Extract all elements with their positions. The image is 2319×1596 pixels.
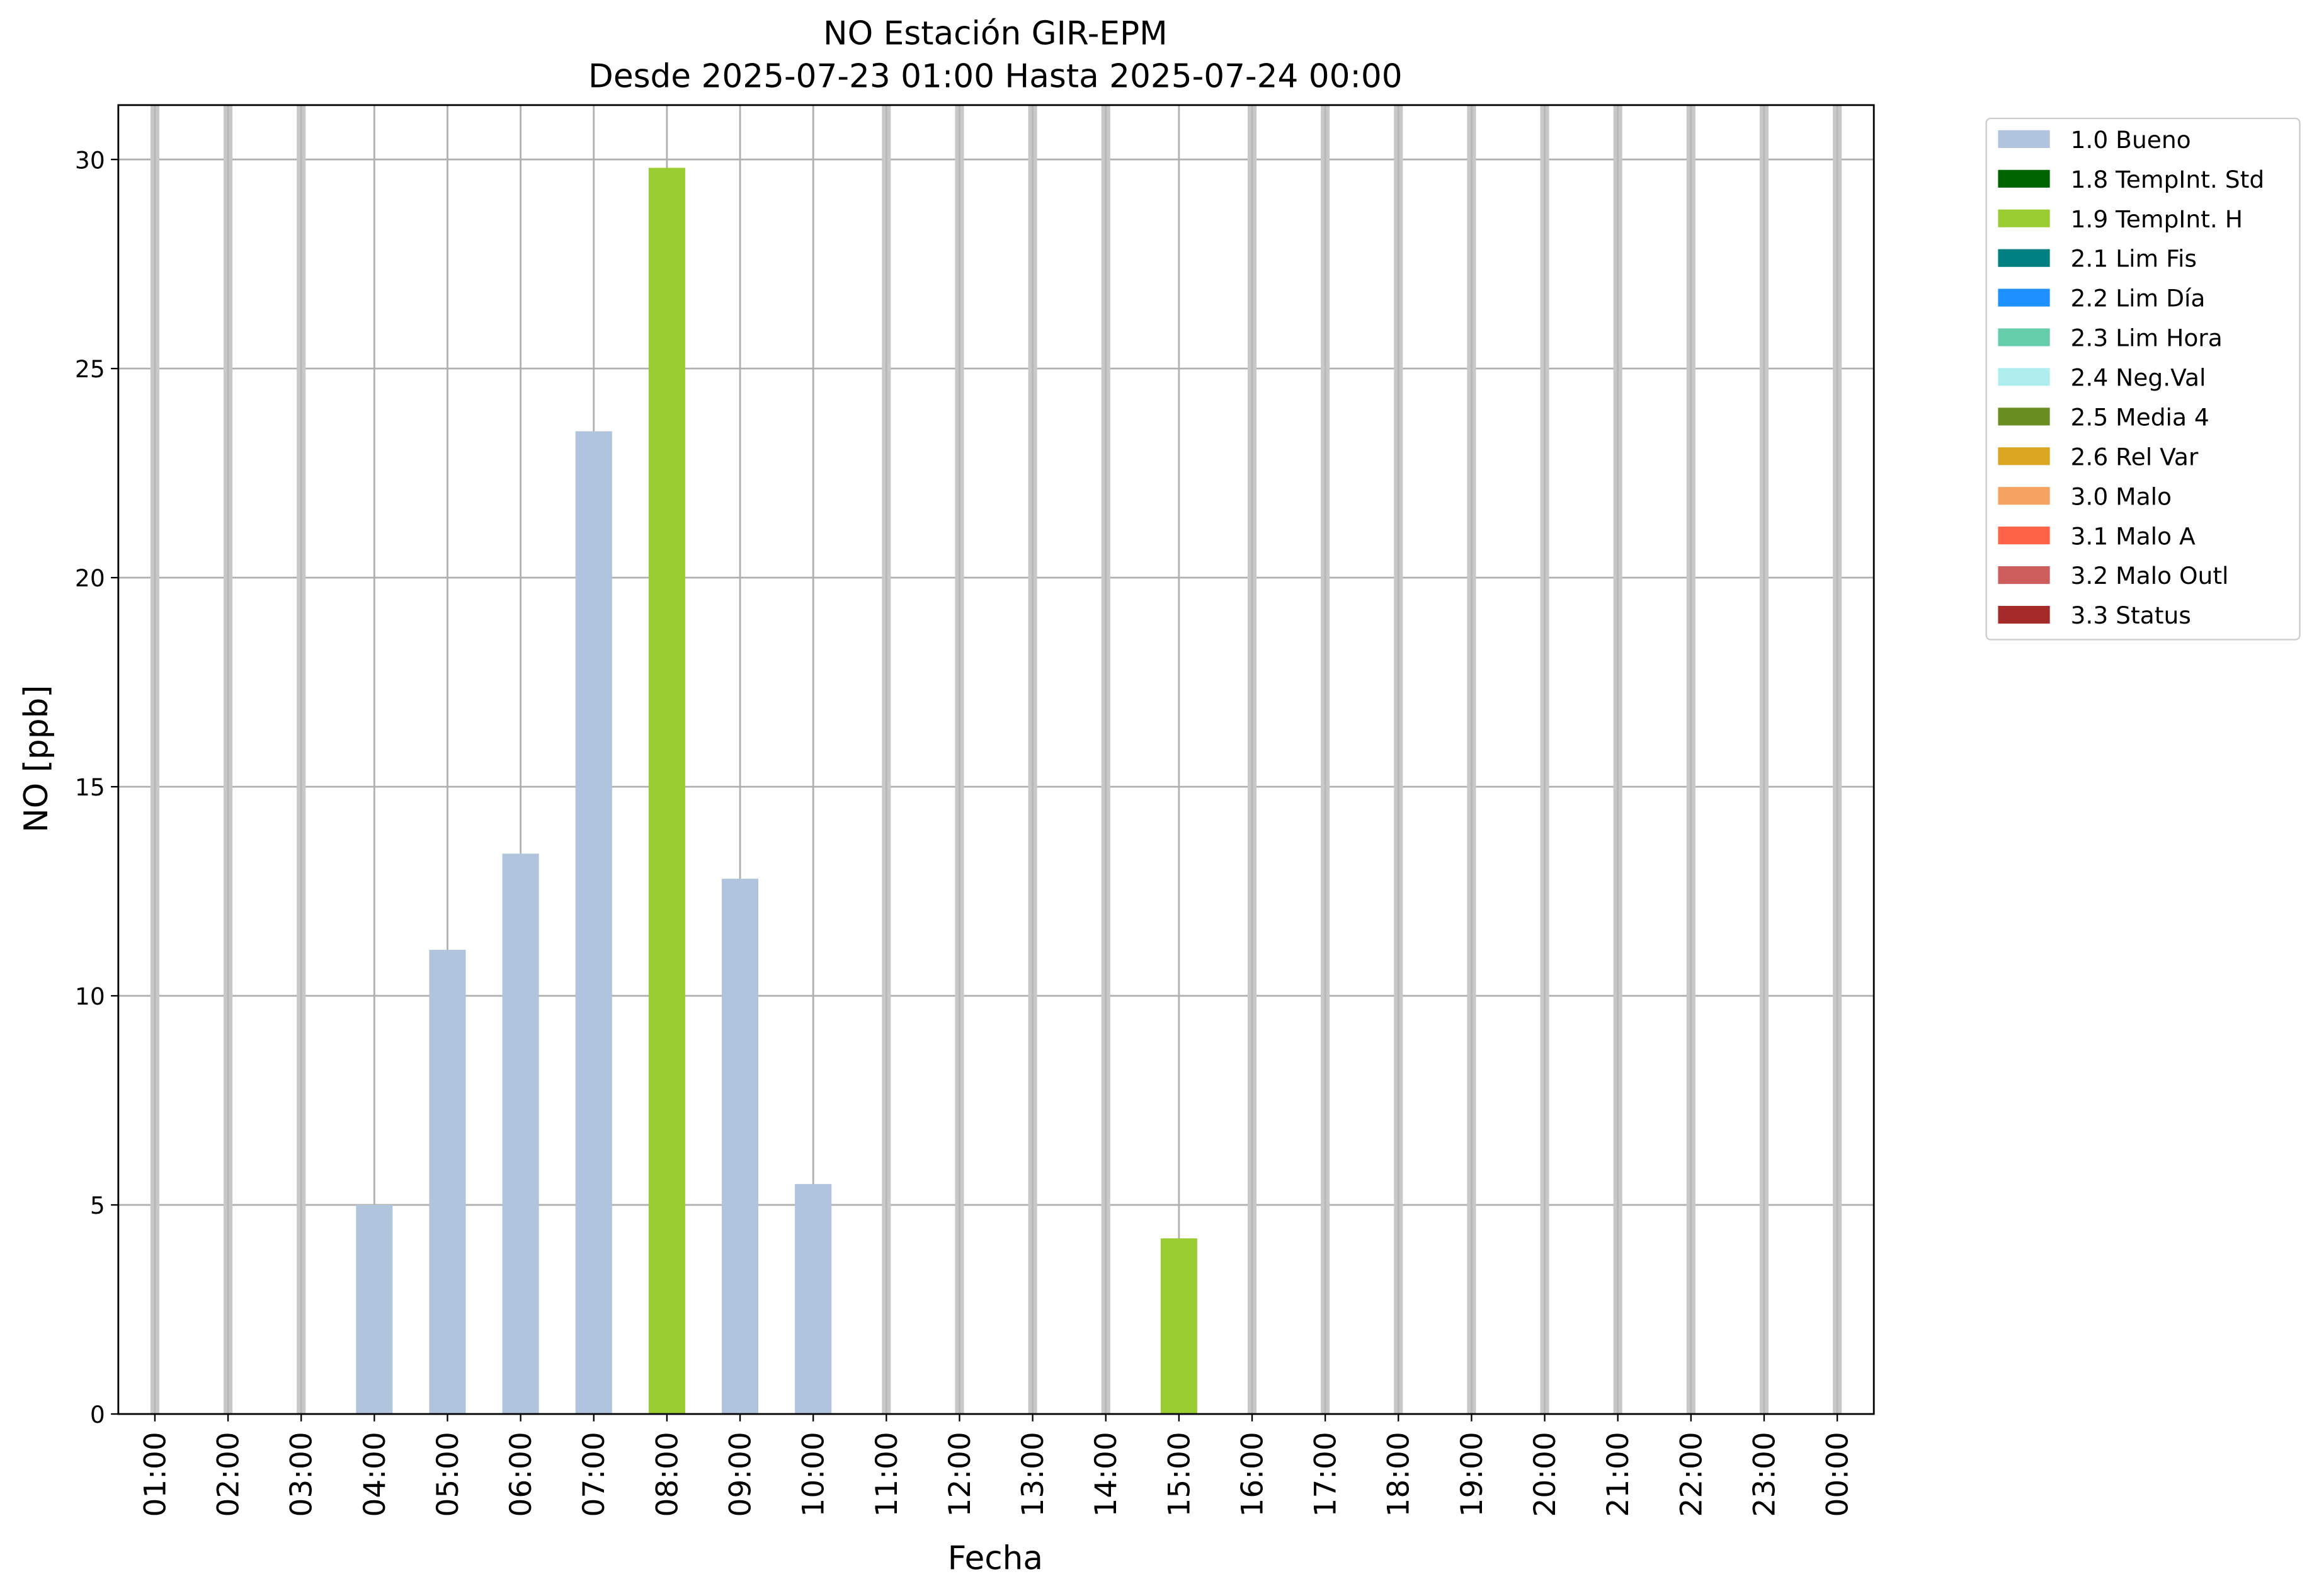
- legend-label: 3.0 Malo: [2071, 482, 2172, 510]
- x-tick-label: 03:00: [285, 1432, 319, 1517]
- legend-swatch: [1998, 249, 2050, 267]
- y-tick-label: 0: [90, 1401, 105, 1428]
- legend-swatch: [1998, 209, 2050, 227]
- bar: [1160, 1238, 1197, 1415]
- y-tick-label: 25: [75, 355, 105, 383]
- x-tick-label: 01:00: [138, 1432, 173, 1517]
- x-tick-label: 21:00: [1601, 1432, 1636, 1517]
- legend-swatch: [1998, 566, 2050, 584]
- bar: [502, 853, 539, 1415]
- legend-label: 2.4 Neg.Val: [2071, 364, 2206, 392]
- x-tick-label: 10:00: [797, 1432, 831, 1517]
- legend-swatch: [1998, 288, 2050, 307]
- y-tick-label: 10: [75, 983, 105, 1010]
- legend-label: 3.3 Status: [2071, 601, 2191, 629]
- x-tick-label: 22:00: [1674, 1432, 1709, 1517]
- x-tick-label: 07:00: [577, 1432, 612, 1517]
- y-tick-label: 5: [90, 1192, 105, 1219]
- bar: [429, 950, 466, 1415]
- x-tick-label: 19:00: [1455, 1432, 1490, 1517]
- legend-swatch: [1998, 408, 2050, 426]
- legend-label: 1.0 Bueno: [2071, 126, 2191, 154]
- x-tick-label: 05:00: [431, 1432, 465, 1517]
- bar: [795, 1183, 832, 1415]
- legend-label: 2.6 Rel Var: [2071, 443, 2199, 470]
- legend-label: 2.2 Lim Día: [2071, 285, 2206, 312]
- plot-frame: [117, 104, 1875, 1415]
- legend-swatch: [1998, 487, 2050, 505]
- y-tick-label: 30: [75, 146, 105, 174]
- x-tick-label: 18:00: [1382, 1432, 1416, 1517]
- legend-label: 2.1 Lim Fis: [2071, 245, 2197, 273]
- x-tick-label: 04:00: [358, 1432, 392, 1517]
- x-tick-label: 06:00: [504, 1432, 538, 1517]
- x-tick-label: 08:00: [650, 1432, 685, 1517]
- legend-label: 2.5 Media 4: [2071, 403, 2209, 431]
- legend-swatch: [1998, 130, 2050, 148]
- x-tick-label: 02:00: [212, 1432, 246, 1517]
- bar: [648, 168, 685, 1415]
- y-tick-label: 20: [75, 564, 105, 592]
- legend-label: 3.2 Malo Outl: [2071, 562, 2229, 590]
- legend-swatch: [1998, 368, 2050, 386]
- y-tick-label: 15: [75, 773, 105, 801]
- x-tick-label: 15:00: [1162, 1432, 1197, 1517]
- legend-swatch: [1998, 328, 2050, 346]
- x-tick-label: 09:00: [723, 1432, 758, 1517]
- legend-label: 2.3 Lim Hora: [2071, 324, 2223, 352]
- x-tick-label: 00:00: [1821, 1432, 1855, 1517]
- x-tick-label: 16:00: [1235, 1432, 1270, 1517]
- legend-swatch: [1998, 527, 2050, 545]
- x-tick-label: 14:00: [1089, 1432, 1124, 1517]
- legend-box: [1985, 117, 2301, 641]
- x-tick-label: 17:00: [1309, 1432, 1343, 1517]
- chart-subtitle: Desde 2025-07-23 01:00 Hasta 2025-07-24 …: [588, 58, 1403, 96]
- legend-swatch: [1998, 169, 2050, 188]
- x-tick-label: 11:00: [870, 1432, 904, 1517]
- legend-label: 1.8 TempInt. Std: [2071, 166, 2265, 193]
- legend-swatch: [1998, 605, 2050, 624]
- legend-swatch: [1998, 447, 2050, 465]
- y-axis-label: NO [ppb]: [18, 685, 55, 833]
- bar: [575, 431, 612, 1415]
- legend-label: 1.9 TempInt. H: [2071, 205, 2243, 233]
- chart-title: NO Estación GIR-EPM: [823, 15, 1168, 53]
- x-tick-label: 12:00: [943, 1432, 977, 1517]
- x-tick-label: 13:00: [1016, 1432, 1051, 1517]
- bar: [722, 879, 759, 1415]
- x-tick-label: 20:00: [1528, 1432, 1563, 1517]
- x-axis-label: Fecha: [948, 1540, 1043, 1578]
- bar: [356, 1205, 393, 1415]
- x-tick-label: 23:00: [1747, 1432, 1782, 1517]
- legend-label: 3.1 Malo A: [2071, 522, 2196, 550]
